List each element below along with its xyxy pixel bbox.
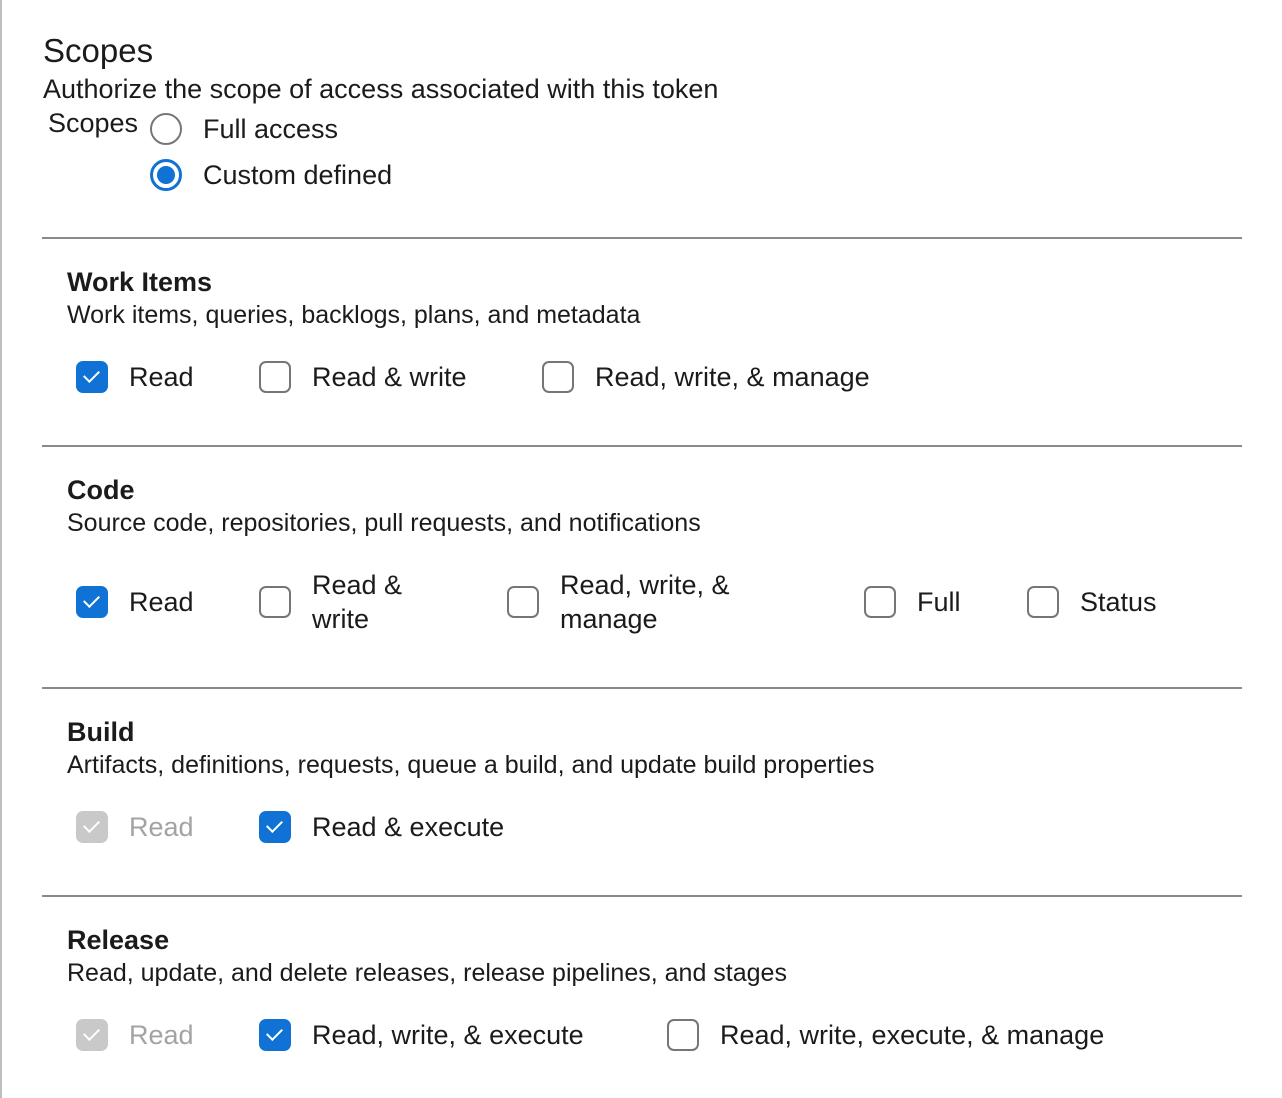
scopes-label: Scopes — [48, 108, 139, 138]
option-release-0: Read — [76, 995, 194, 1075]
section-description: Work items, queries, backlogs, plans, an… — [67, 301, 641, 329]
radio-custom-defined[interactable] — [150, 159, 182, 191]
checkbox[interactable] — [76, 586, 108, 618]
checkbox-label: Read — [129, 1020, 194, 1050]
checkbox-label: Read & write — [312, 362, 467, 392]
section-title: Build — [67, 717, 135, 747]
option-code-3[interactable]: Full — [864, 562, 961, 642]
option-build-1[interactable]: Read & execute — [259, 787, 504, 867]
section-title: Code — [67, 475, 135, 505]
radio-full-access-label[interactable]: Full access — [203, 114, 339, 144]
checkbox-label: Read, write, execute, & manage — [720, 1020, 1105, 1050]
radio-full-access[interactable] — [150, 113, 182, 145]
checkbox-label: Status — [1080, 587, 1157, 617]
checkbox-label: Read, write, & manage — [560, 570, 730, 634]
section-description: Artifacts, definitions, requests, queue … — [67, 751, 875, 779]
checkbox[interactable] — [864, 586, 896, 618]
checkbox[interactable] — [259, 586, 291, 618]
checkbox-label: Read, write, & manage — [595, 362, 870, 392]
checkbox[interactable] — [667, 1019, 699, 1051]
section-title: Work Items — [67, 267, 213, 297]
left-border — [0, 0, 2, 1098]
option-work-items-1[interactable]: Read & write — [259, 337, 467, 417]
option-code-4[interactable]: Status — [1027, 562, 1157, 642]
section-code: Code Source code, repositories, pull req… — [42, 445, 1242, 634]
checkbox-label: Read, write, & execute — [312, 1020, 584, 1050]
checkbox-label: Read & write — [312, 570, 403, 634]
checkbox[interactable] — [259, 361, 291, 393]
option-code-2[interactable]: Read, write, & manage — [507, 562, 730, 642]
checkbox[interactable] — [76, 361, 108, 393]
option-release-2[interactable]: Read, write, execute, & manage — [667, 995, 1104, 1075]
checkbox-label: Read & execute — [312, 812, 505, 842]
option-work-items-2[interactable]: Read, write, & manage — [542, 337, 870, 417]
checkbox — [76, 811, 108, 843]
option-work-items-0[interactable]: Read — [76, 337, 194, 417]
checkbox-label: Read — [129, 587, 194, 617]
option-code-1[interactable]: Read & write — [259, 562, 402, 642]
radio-custom-defined-label[interactable]: Custom defined — [203, 160, 393, 190]
page-title: Scopes — [43, 32, 154, 69]
checkbox[interactable] — [1027, 586, 1059, 618]
checkbox[interactable] — [259, 811, 291, 843]
checkbox[interactable] — [542, 361, 574, 393]
checkbox-label: Read — [129, 812, 194, 842]
section-work-items: Work Items Work items, queries, backlogs… — [42, 237, 1242, 393]
checkbox-label: Full — [917, 587, 961, 617]
option-code-0[interactable]: Read — [76, 562, 194, 642]
section-description: Source code, repositories, pull requests… — [67, 509, 701, 537]
checkbox — [76, 1019, 108, 1051]
checkbox-label: Read — [129, 362, 194, 392]
checkbox[interactable] — [259, 1019, 291, 1051]
section-description: Read, update, and delete releases, relea… — [67, 959, 787, 987]
checkbox[interactable] — [507, 586, 539, 618]
page-subtitle: Authorize the scope of access associated… — [43, 74, 719, 104]
section-title: Release — [67, 925, 170, 955]
section-build: Build Artifacts, definitions, requests, … — [42, 687, 1242, 843]
section-release: Release Read, update, and delete release… — [42, 895, 1242, 1051]
option-build-0: Read — [76, 787, 194, 867]
option-release-1[interactable]: Read, write, & execute — [259, 995, 584, 1075]
